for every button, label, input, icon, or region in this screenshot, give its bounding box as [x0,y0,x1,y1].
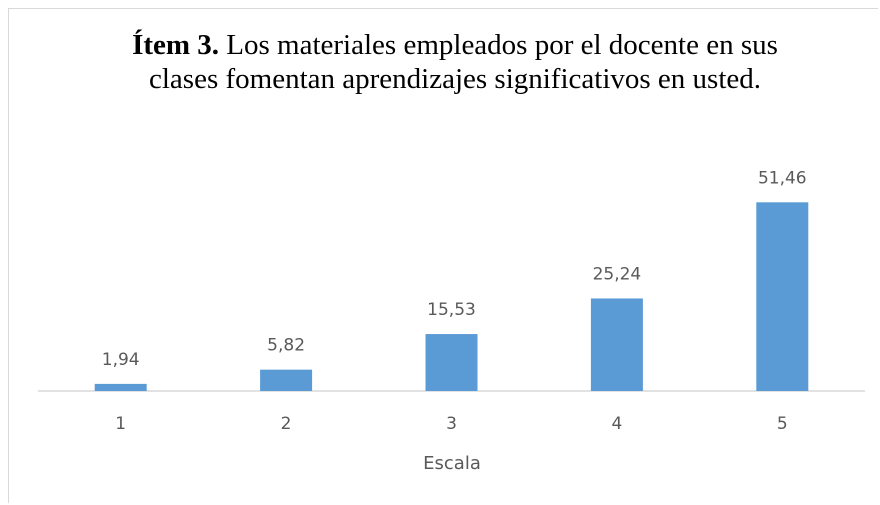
bar [590,298,643,391]
value-label: 5,82 [267,336,305,356]
chart-frame [8,8,878,503]
value-label: 15,53 [427,300,476,320]
x-tick-label: 5 [777,414,788,434]
x-tick-label: 2 [281,414,292,434]
chart-title: Ítem 3. Los materiales empleados por el … [105,28,805,96]
title-bold: Ítem 3. [132,29,220,61]
title-text: Los materiales empleados por el docente … [148,29,778,95]
bar [260,369,313,391]
x-tick-label: 1 [115,414,126,434]
x-tick-label: 4 [611,414,622,434]
x-tick-label: 3 [446,414,457,434]
x-axis-title: Escala [423,453,481,474]
bar [425,334,478,391]
bar [756,202,809,391]
value-label: 1,94 [102,350,140,370]
value-label: 51,46 [758,168,807,188]
value-label: 25,24 [593,264,642,284]
bar [94,383,147,391]
